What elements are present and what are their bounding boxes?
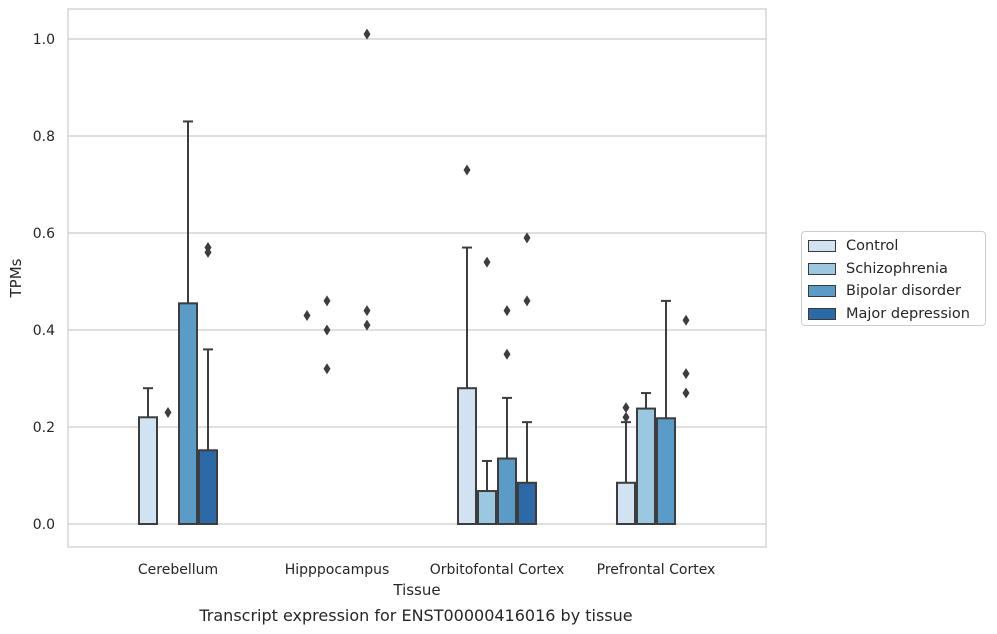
plot-frame [67, 8, 767, 548]
outlier-point [503, 348, 511, 360]
outlier-point [363, 305, 371, 317]
y-tick-label: 0.4 [33, 323, 55, 339]
y-tick-label: 0.0 [33, 517, 55, 533]
legend-item: Bipolar disorder [808, 280, 985, 303]
bar [198, 449, 218, 525]
legend-swatch [808, 262, 836, 275]
y-tick-label: 0.2 [33, 420, 55, 436]
bar [477, 490, 497, 525]
outlier-point [164, 406, 172, 418]
outlier-point [682, 368, 690, 380]
outlier-point [682, 387, 690, 399]
outlier-point [204, 242, 212, 254]
legend-swatch [808, 240, 836, 253]
bar [138, 416, 158, 525]
outlier-point [622, 402, 630, 414]
y-tick-label: 1.0 [33, 32, 55, 48]
y-tick-label: 0.8 [33, 129, 55, 145]
legend-swatch [808, 307, 836, 320]
x-tick-label: Hipppocampus [285, 562, 390, 578]
outliers [164, 28, 690, 423]
legend-item: Major depression [808, 303, 985, 326]
outlier-point [523, 232, 531, 244]
outlier-point [463, 164, 471, 176]
legend: Control Schizophrenia Bipolar disorder Majo… [801, 231, 986, 326]
bar [656, 417, 676, 525]
outlier-point [303, 309, 311, 321]
outlier-point [323, 363, 331, 375]
x-axis-label: Tissue [392, 581, 440, 599]
bars [138, 302, 676, 526]
bar [178, 302, 198, 526]
outlier-point [323, 295, 331, 307]
outlier-point [323, 324, 331, 336]
x-tick-label: Cerebellum [138, 562, 218, 578]
bar [616, 481, 636, 525]
legend-label: Bipolar disorder [846, 283, 961, 300]
outlier-point [363, 28, 371, 40]
outlier-point [483, 256, 491, 268]
outlier-point [503, 305, 511, 317]
outlier-point [363, 319, 371, 331]
y-tick-label: 0.6 [33, 226, 55, 242]
chart-title: Transcript expression for ENST0000041601… [199, 606, 633, 625]
outlier-point [523, 295, 531, 307]
legend-swatch [808, 285, 836, 298]
x-tick-label: Orbitofontal Cortex [430, 562, 565, 578]
legend-label: Control [846, 238, 899, 255]
legend-label: Major depression [846, 305, 970, 322]
legend-item: Schizophrenia [808, 258, 985, 281]
bar [517, 481, 537, 525]
outlier-point [622, 411, 630, 423]
whiskers [143, 120, 671, 492]
bar [497, 457, 517, 525]
x-tick-label: Prefrontal Cortex [597, 562, 716, 578]
outlier-point [682, 314, 690, 326]
legend-label: Schizophrenia [846, 260, 948, 277]
y-tick-labels: 0.0 0.2 0.4 0.6 0.8 1.0 [33, 32, 55, 533]
x-tick-labels: Cerebellum Hipppocampus Orbitofontal Corte… [138, 562, 715, 578]
bar [457, 387, 477, 526]
legend-item: Control [808, 235, 985, 258]
bar [636, 407, 656, 526]
y-axis-label: TPMs [7, 258, 25, 298]
